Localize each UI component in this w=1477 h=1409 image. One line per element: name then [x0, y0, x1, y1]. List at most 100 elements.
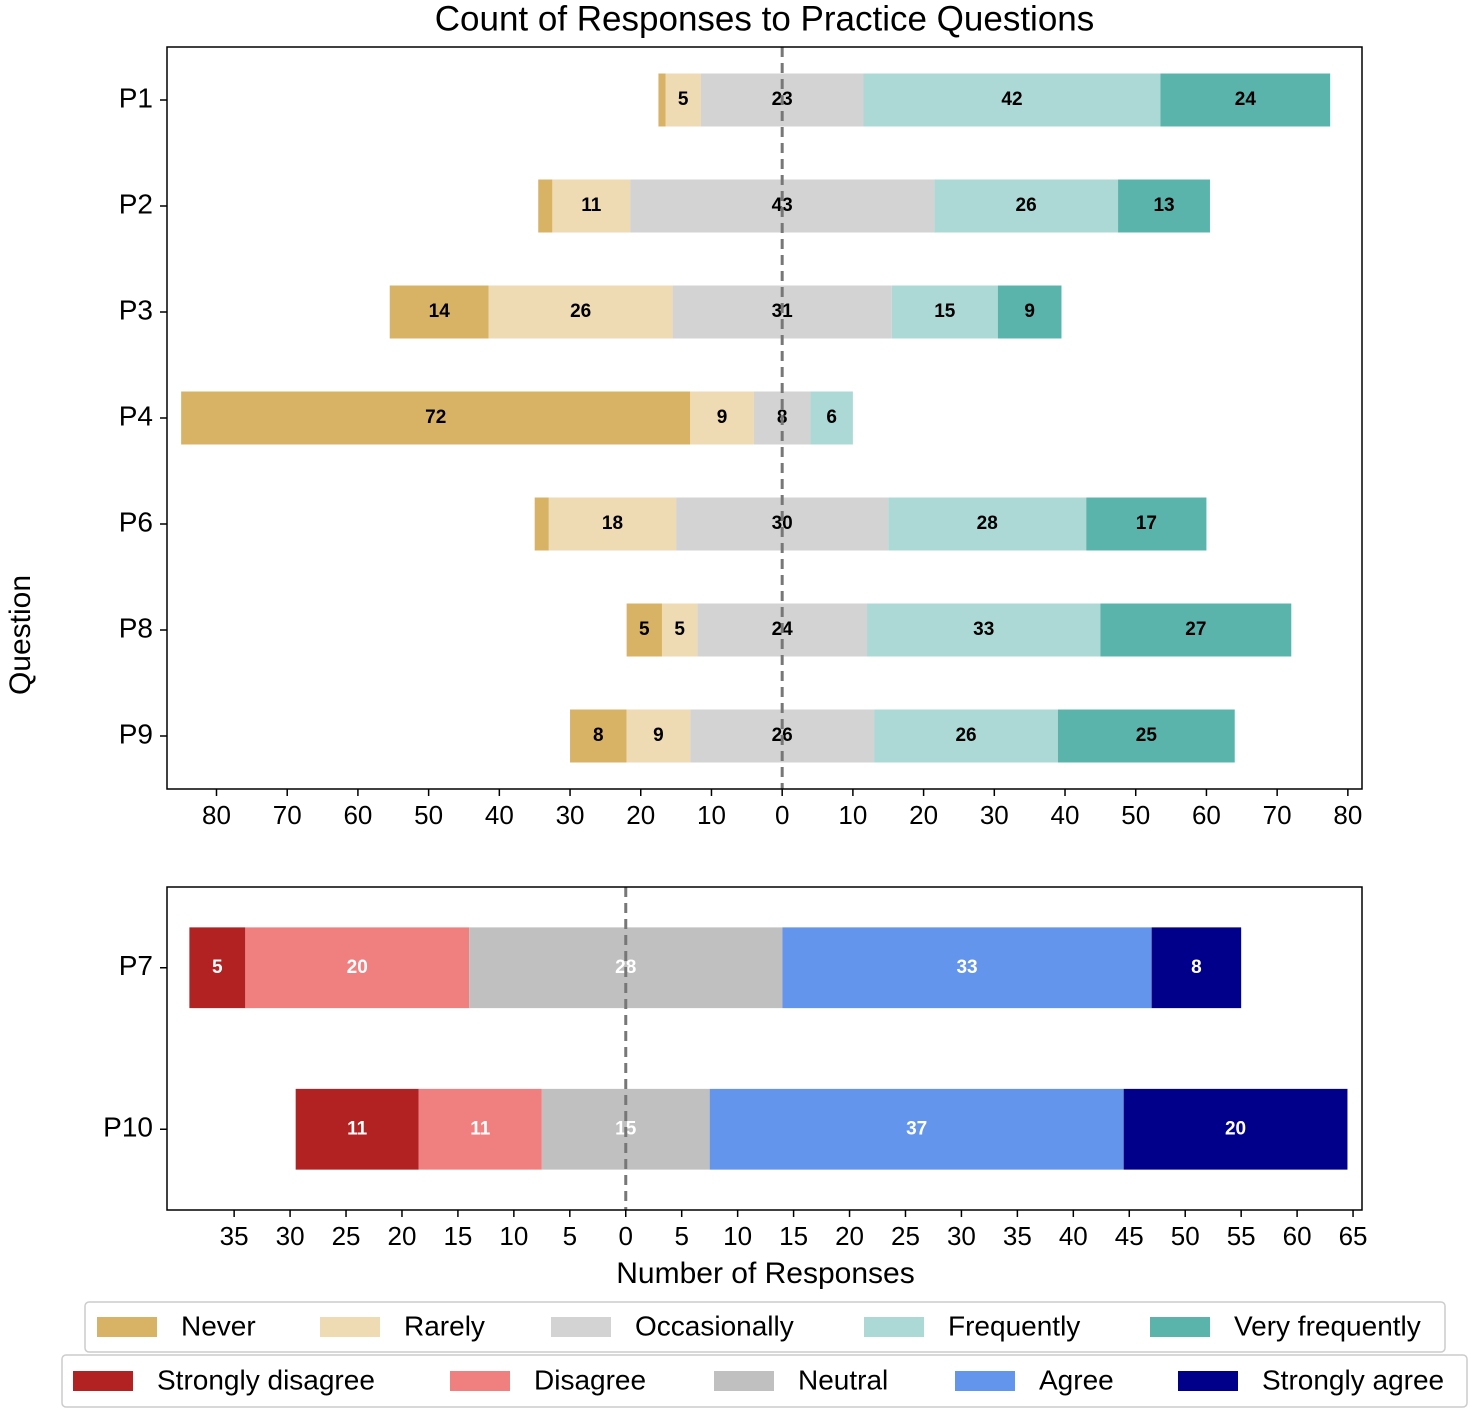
- bar-segment: [1118, 179, 1210, 233]
- bar-segment: [181, 391, 691, 445]
- bar-value-label: 24: [1235, 89, 1257, 110]
- legend-swatch: [714, 1371, 774, 1391]
- y-tick-label: P2: [119, 188, 153, 219]
- bar-segment: [1100, 603, 1292, 657]
- bar-segment: [189, 927, 246, 1009]
- bar-segment: [626, 603, 662, 657]
- x-tick-label: 30: [947, 1221, 976, 1251]
- legend-label: Disagree: [534, 1364, 646, 1395]
- bar-value-label: 26: [955, 725, 976, 746]
- x-tick-label: 50: [1121, 800, 1150, 830]
- legend-swatch: [864, 1317, 924, 1337]
- x-tick-label: 60: [1192, 800, 1221, 830]
- bar-segment: [245, 927, 470, 1009]
- x-tick-label: 60: [343, 800, 372, 830]
- bar-segment: [867, 603, 1101, 657]
- legend-label: Very frequently: [1234, 1310, 1421, 1341]
- legend-swatch: [551, 1317, 611, 1337]
- x-tick-label: 10: [838, 800, 867, 830]
- bar-segment: [1086, 497, 1207, 551]
- x-tick-label: 0: [775, 800, 789, 830]
- x-tick-label: 40: [1051, 800, 1080, 830]
- x-axis-label: Number of Responses: [616, 1257, 914, 1290]
- bar-segment: [534, 497, 549, 551]
- x-tick-label: 30: [276, 1221, 305, 1251]
- bar-segment: [570, 709, 627, 763]
- bar-segment: [690, 391, 754, 445]
- y-tick-label: P7: [119, 950, 153, 981]
- legend-swatch: [1150, 1317, 1210, 1337]
- x-tick-label: 40: [1059, 1221, 1088, 1251]
- x-tick-label: 25: [891, 1221, 920, 1251]
- bar-value-label: 8: [1191, 957, 1202, 978]
- legend-swatch: [450, 1371, 510, 1391]
- bar-value-label: 33: [956, 957, 977, 978]
- bar-value-label: 9: [653, 725, 664, 746]
- bar-value-label: 13: [1153, 195, 1174, 216]
- x-tick-label: 20: [626, 800, 655, 830]
- bar-segment: [552, 179, 631, 233]
- bar-segment: [488, 285, 673, 339]
- bar-value-label: 20: [1225, 1118, 1246, 1139]
- x-tick-label: 0: [619, 1221, 633, 1251]
- legend-label: Frequently: [948, 1310, 1080, 1341]
- bar-value-label: 43: [772, 195, 793, 216]
- x-tick-label: 10: [697, 800, 726, 830]
- bar-segment: [782, 927, 1152, 1009]
- bar-value-label: 5: [639, 619, 650, 640]
- bar-value-label: 11: [581, 195, 602, 216]
- bar-segment: [658, 73, 666, 127]
- x-tick-label: 20: [909, 800, 938, 830]
- bar-value-label: 9: [717, 407, 728, 428]
- bar-segment: [891, 285, 998, 339]
- y-tick-label: P10: [103, 1112, 153, 1143]
- x-tick-label: 20: [835, 1221, 864, 1251]
- legend-label: Agree: [1039, 1364, 1114, 1395]
- x-tick-label: 25: [332, 1221, 361, 1251]
- x-tick-label: 35: [220, 1221, 249, 1251]
- y-tick-label: P9: [119, 718, 153, 749]
- bar-segment: [665, 73, 701, 127]
- plot-frame: [166, 886, 1363, 1211]
- bar-value-label: 33: [973, 619, 994, 640]
- y-tick-label: P6: [119, 506, 153, 537]
- bar-value-label: 20: [347, 957, 368, 978]
- x-tick-label: 55: [1227, 1221, 1256, 1251]
- x-tick-label: 80: [202, 800, 231, 830]
- legend-swatch: [1178, 1371, 1238, 1391]
- bar-value-label: 37: [906, 1118, 927, 1139]
- y-axis-label: Question: [4, 575, 37, 695]
- bar-value-label: 28: [977, 513, 998, 534]
- bar-value-label: 5: [674, 619, 685, 640]
- bar-value-label: 26: [1016, 195, 1037, 216]
- x-tick-label: 5: [563, 1221, 577, 1251]
- y-tick-label: P1: [119, 82, 153, 113]
- x-tick-label: 70: [273, 800, 302, 830]
- legend-label: Occasionally: [635, 1310, 794, 1341]
- bar-value-label: 17: [1136, 513, 1157, 534]
- x-tick-label: 15: [443, 1221, 472, 1251]
- legend-swatch: [955, 1371, 1015, 1391]
- bar-value-label: 5: [212, 957, 223, 978]
- bar-value-label: 11: [347, 1118, 368, 1139]
- bar-value-label: 42: [1001, 89, 1022, 110]
- bar-segment: [626, 709, 691, 763]
- x-tick-label: 30: [556, 800, 585, 830]
- x-tick-label: 45: [1115, 1221, 1144, 1251]
- bar-segment: [389, 285, 489, 339]
- bar-value-label: 27: [1185, 619, 1206, 640]
- x-tick-label: 5: [674, 1221, 688, 1251]
- x-tick-label: 80: [1333, 800, 1362, 830]
- bar-value-label: 72: [425, 407, 446, 428]
- bar-segment: [1151, 927, 1242, 1009]
- bar-segment: [661, 603, 698, 657]
- x-tick-label: 20: [388, 1221, 417, 1251]
- bar-value-label: 5: [678, 89, 689, 110]
- x-tick-label: 50: [1171, 1221, 1200, 1251]
- x-tick-label: 35: [1003, 1221, 1032, 1251]
- y-tick-label: P3: [119, 294, 153, 325]
- bar-segment: [418, 1088, 542, 1170]
- bar-value-label: 11: [470, 1118, 491, 1139]
- bar-segment: [997, 285, 1062, 339]
